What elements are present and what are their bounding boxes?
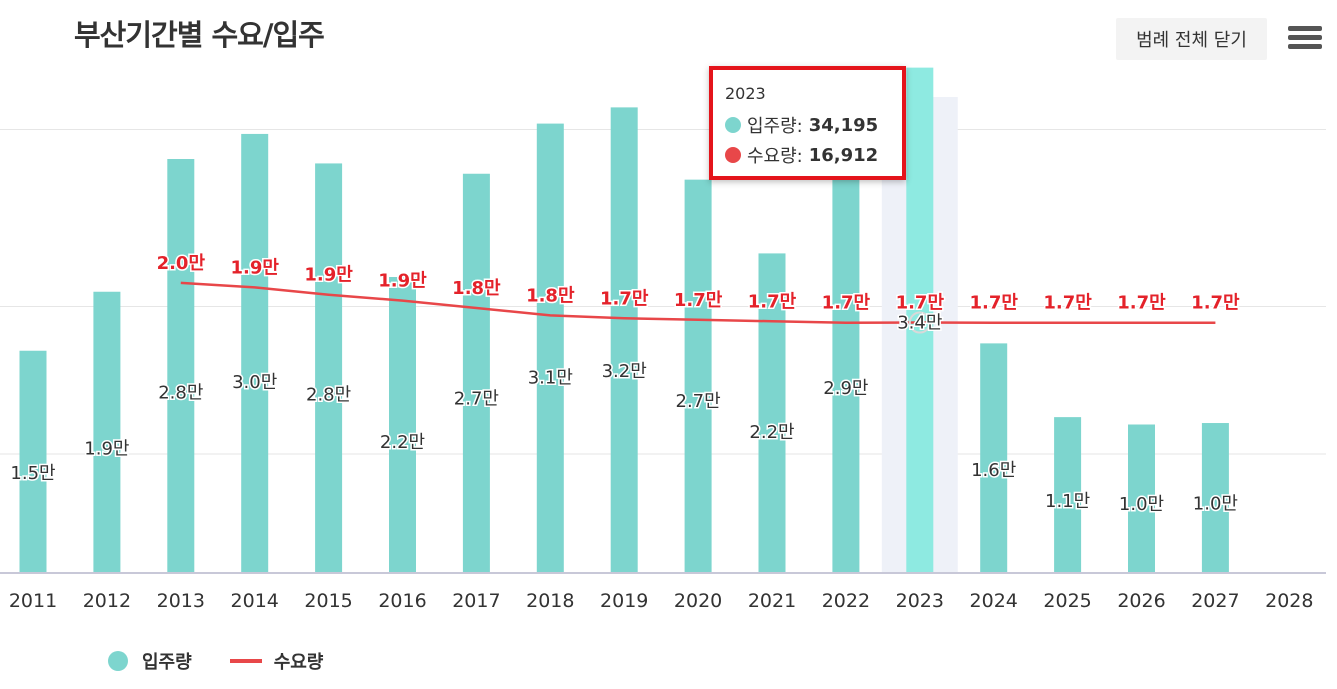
bar-value-label: 1.5만 <box>10 463 55 484</box>
demand-value-label: 1.7만 <box>674 290 723 311</box>
bar-2021 <box>758 253 786 572</box>
tooltip-demand-row: 수요량: 16,912 <box>725 142 878 168</box>
bar-value-label: 2.8만 <box>306 384 351 405</box>
x-tick-label: 2021 <box>748 590 796 612</box>
x-tick-label: 2020 <box>674 590 722 612</box>
x-tick-label: 2018 <box>526 590 574 612</box>
bar-2020 <box>684 179 712 572</box>
bar-value-label: 1.0만 <box>1193 493 1238 514</box>
bar-2018 <box>536 123 564 572</box>
supply-legend-dot-icon <box>108 651 128 671</box>
bar-2017 <box>462 173 490 572</box>
bar-2019 <box>610 107 638 572</box>
x-tick-label: 2011 <box>9 590 57 612</box>
x-tick-label: 2023 <box>896 590 944 612</box>
x-tick-label: 2014 <box>231 590 279 612</box>
x-tick-label: 2022 <box>822 590 870 612</box>
menu-bar <box>1288 26 1322 31</box>
legend-item-demand[interactable]: 수요량 <box>229 648 324 674</box>
bar-2011 <box>19 350 47 572</box>
x-tick-label: 2027 <box>1191 590 1239 612</box>
bar-value-label: 2.7만 <box>676 391 721 412</box>
x-tick-label: 2013 <box>157 590 205 612</box>
bar-2024 <box>980 343 1008 572</box>
bar-value-label: 2.2만 <box>749 422 794 443</box>
tooltip-supply-value: 34,195 <box>808 114 879 136</box>
bar-value-label: 1.9만 <box>84 438 129 459</box>
chart-area: 1.5만 1.9만 2.8만 3.0만 2.8만 2.2만 2.7만 3.1만 3.2만 2.7만… <box>0 67 1326 612</box>
demand-value-label: 1.7만 <box>1117 293 1166 314</box>
x-tick-label: 2019 <box>600 590 648 612</box>
legend-demand-label: 수요량 <box>273 652 324 673</box>
tooltip-supply-row: 입주량: 34,195 <box>725 112 878 138</box>
chart-title: 부산기간별 수요/입주 <box>74 18 325 52</box>
menu-bar <box>1288 44 1322 49</box>
bar-value-label: 3.2만 <box>602 361 647 382</box>
demand-dot-icon <box>725 147 741 163</box>
x-tick-label: 2028 <box>1265 590 1313 612</box>
tooltip-year: 2023 <box>725 84 766 103</box>
menu-bar <box>1288 35 1322 40</box>
demand-value-label: 1.7만 <box>1191 293 1240 314</box>
bar-2013 <box>167 159 195 572</box>
x-tick-label: 2025 <box>1043 590 1091 612</box>
demand-value-label: 1.8만 <box>526 285 575 306</box>
chart-tooltip: 2023 입주량: 34,195 수요량: 16,912 <box>709 66 906 180</box>
demand-value-label: 1.8만 <box>452 278 501 299</box>
demand-value-label: 1.9만 <box>378 271 427 292</box>
legend-close-all-button[interactable]: 범례 전체 닫기 <box>1116 18 1267 60</box>
x-tick-label: 2026 <box>1117 590 1165 612</box>
tooltip-supply-label: 입주량: <box>747 116 803 137</box>
tooltip-demand-label: 수요량: <box>747 146 803 167</box>
bar-2022 <box>832 148 860 573</box>
demand-series-line <box>180 281 1216 324</box>
demand-value-label: 1.7만 <box>896 293 945 314</box>
x-tick-label: 2024 <box>970 590 1018 612</box>
bar-2027 <box>1201 423 1229 572</box>
x-tick-label: 2017 <box>452 590 500 612</box>
legend-item-supply[interactable]: 입주량 <box>108 648 192 674</box>
chart-legend: 입주량 수요량 <box>108 648 361 674</box>
bar-value-label: 2.9만 <box>823 378 868 399</box>
demand-value-label: 1.7만 <box>822 293 871 314</box>
demand-value-label: 1.7만 <box>748 291 797 312</box>
demand-value-label: 1.9만 <box>230 257 279 278</box>
bar-value-label: 2.2만 <box>380 432 425 453</box>
bar-2015 <box>315 163 343 573</box>
bar-2025 <box>1054 417 1082 572</box>
demand-value-label: 1.7만 <box>1043 293 1092 314</box>
bar-value-label: 1.1만 <box>1045 491 1090 512</box>
bar-value-label: 2.7만 <box>454 389 499 410</box>
bar-2012 <box>93 291 121 572</box>
supply-dot-icon <box>725 117 741 133</box>
bar-2016 <box>389 277 416 572</box>
demand-legend-line-icon <box>229 659 262 663</box>
highlight-point-marker <box>908 311 931 334</box>
bar-value-label: 2.8만 <box>158 383 203 404</box>
tooltip-demand-value: 16,912 <box>808 144 879 166</box>
demand-value-label: 1.7만 <box>969 293 1018 314</box>
bar-2014 <box>241 133 269 573</box>
bar-value-label: 3.0만 <box>232 372 277 393</box>
demand-value-label: 1.7만 <box>600 288 649 309</box>
hamburger-menu-icon[interactable] <box>1288 24 1322 52</box>
x-tick-label: 2016 <box>378 590 426 612</box>
bar-2026 <box>1128 424 1155 572</box>
bar-value-label: 1.0만 <box>1119 494 1164 515</box>
bar-value-label: 3.4만 <box>897 313 942 334</box>
demand-value-label: 2.0만 <box>157 253 206 274</box>
x-tick-label: 2015 <box>304 590 352 612</box>
x-tick-label: 2012 <box>83 590 131 612</box>
demand-value-label: 1.9만 <box>304 265 353 286</box>
bar-value-label: 1.6만 <box>971 460 1016 481</box>
bar-value-label: 3.1만 <box>528 368 573 389</box>
legend-supply-label: 입주량 <box>142 652 192 673</box>
